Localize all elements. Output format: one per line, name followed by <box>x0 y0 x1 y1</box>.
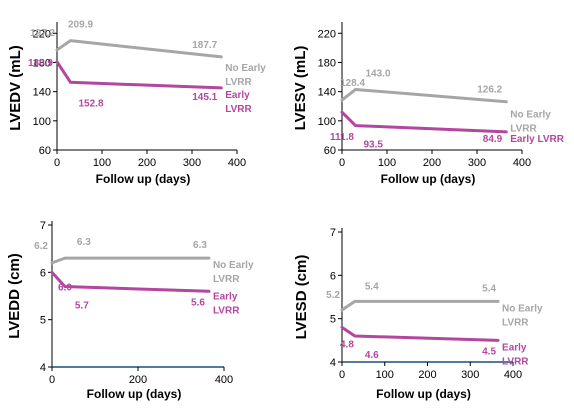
data-label: 6.2 <box>34 241 48 252</box>
x-tick-label: 100 <box>376 369 394 381</box>
y-tick-label: 7 <box>40 220 46 232</box>
x-tick-label: 300 <box>461 369 479 381</box>
series-name-label: LVRR <box>225 104 252 115</box>
y-axis-label: LVEDV (mL) <box>7 45 24 131</box>
y-tick-label: 180 <box>33 57 51 69</box>
data-label: 111.8 <box>330 132 354 143</box>
x-axis-label: Follow up (days) <box>376 387 471 401</box>
data-label: 4.8 <box>340 339 354 350</box>
y-tick-label: 140 <box>33 87 51 99</box>
y-tick-label: 4 <box>40 362 46 374</box>
y-axis-label: LVEDD (cm) <box>6 253 23 339</box>
data-label: 187.7 <box>192 40 217 51</box>
x-axis-label: Follow up (days) <box>381 172 476 186</box>
series-name-label: LVRR <box>510 124 537 135</box>
x-tick-label: 400 <box>215 374 233 386</box>
early-lvrr-line <box>55 60 223 90</box>
early-lvrr-line <box>50 270 211 293</box>
y-tick-label: 140 <box>318 87 336 99</box>
no-early-lvrr-line <box>50 256 211 265</box>
series-name-label: No Early <box>502 303 543 314</box>
lvedv-panel: 60 100 140 180 220 0 100 200 300 400 Follow up (da… <box>7 20 266 186</box>
no-early-lvrr-line <box>340 299 500 312</box>
x-axis-label: Follow up (days) <box>96 172 191 186</box>
series-name-label: LVRR <box>502 356 529 367</box>
data-label: 5.4 <box>482 283 496 294</box>
y-axis-label: LVESD (cm) <box>293 255 310 340</box>
data-label: 128.4 <box>340 78 365 89</box>
x-tick-label: 0 <box>339 369 345 381</box>
y-tick-label: 100 <box>318 116 336 128</box>
series-name-label: Early LVRR <box>510 134 564 145</box>
y-tick-label: 4 <box>330 357 336 369</box>
series-name-label: No Early <box>225 63 266 74</box>
x-tick-label: 300 <box>468 157 486 169</box>
x-tick-label: 200 <box>129 374 147 386</box>
y-tick-label: 6 <box>330 270 336 282</box>
series-name-label: Early <box>502 342 527 353</box>
data-label: 5.2 <box>326 290 340 301</box>
y-tick-label: 6 <box>40 267 46 279</box>
x-tick-label: 0 <box>54 157 60 169</box>
y-tick-label: 7 <box>330 227 336 239</box>
series-name-label: Early <box>213 291 238 302</box>
series-name-label: LVRR <box>225 77 252 88</box>
x-tick-label: 200 <box>418 369 436 381</box>
y-tick-label: 220 <box>33 28 51 40</box>
x-axis-label: Follow up (days) <box>87 387 182 401</box>
data-label: 143.0 <box>366 68 391 79</box>
lvedd-panel: 4 5 6 7 0 200 400 Follow up (days) LVEDD (cm) 6.2… <box>6 220 254 401</box>
data-label: 5.7 <box>75 301 89 312</box>
x-tick-label: 400 <box>228 157 246 169</box>
y-tick-label: 5 <box>330 314 336 326</box>
x-tick-label: 400 <box>504 369 522 381</box>
x-tick-label: 0 <box>49 374 55 386</box>
data-label: 84.9 <box>483 134 503 145</box>
y-tick-label: 5 <box>40 315 46 327</box>
no-early-lvrr-line <box>340 87 508 104</box>
lvesv-panel: 60 100 140 180 220 0 100 200 300 400 Follow up (da… <box>292 22 565 186</box>
series-name-label: No Early <box>213 260 254 271</box>
y-tick-label: 180 <box>318 57 336 69</box>
x-tick-label: 400 <box>513 157 531 169</box>
data-label: 152.8 <box>79 98 104 109</box>
series-name-label: LVRR <box>213 274 240 285</box>
x-tick-label: 0 <box>339 157 345 169</box>
data-label: 4.5 <box>482 346 496 357</box>
data-label: 6.0 <box>58 282 72 293</box>
data-label: 4.6 <box>365 350 379 361</box>
x-tick-label: 300 <box>183 157 201 169</box>
x-tick-label: 200 <box>138 157 156 169</box>
series-name-label: Early <box>225 90 250 101</box>
data-label: 5.6 <box>191 297 205 308</box>
x-tick-label: 200 <box>423 157 441 169</box>
x-tick-label: 100 <box>93 157 111 169</box>
series-name-label: No Early <box>510 110 551 121</box>
early-lvrr-line <box>340 110 508 134</box>
data-label: 209.9 <box>68 20 93 31</box>
data-label: 126.2 <box>477 85 502 96</box>
early-lvrr-line <box>340 325 500 342</box>
data-label: 180.9 <box>28 58 53 69</box>
series-name-label: LVRR <box>502 317 529 328</box>
no-early-lvrr-line <box>55 39 223 59</box>
data-label: 145.1 <box>192 92 217 103</box>
data-label: 197.2 <box>30 28 55 39</box>
data-label: 6.3 <box>77 237 91 248</box>
y-tick-label: 220 <box>318 28 336 40</box>
y-tick-label: 100 <box>33 116 51 128</box>
data-label: 5.4 <box>365 281 379 292</box>
lvesd-panel: 4 5 6 7 0 100 200 300 400 Follow up (days) LVESD (… <box>293 227 543 401</box>
data-label: 6.3 <box>193 240 207 251</box>
y-tick-label: 60 <box>324 145 336 157</box>
y-tick-label: 60 <box>39 145 51 157</box>
series-name-label: LVRR <box>213 305 240 316</box>
data-label: 93.5 <box>364 140 384 151</box>
x-tick-label: 100 <box>378 157 396 169</box>
y-axis-label: LVESV (mL) <box>292 46 309 131</box>
